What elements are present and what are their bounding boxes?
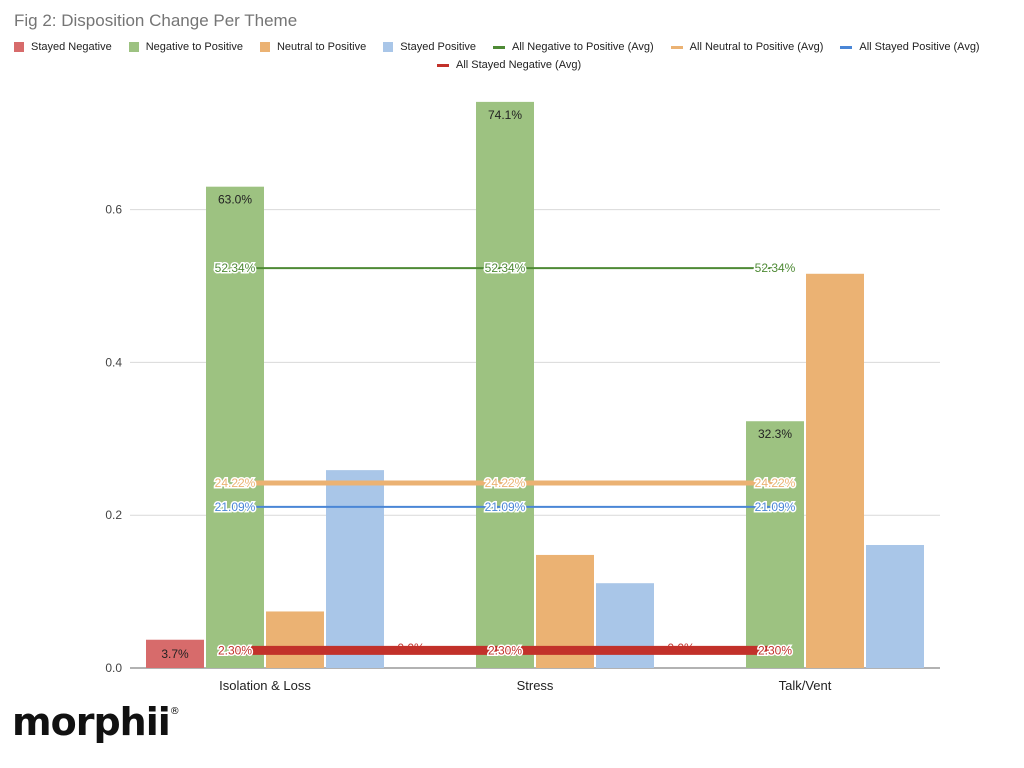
legend-swatch-stayed-negative [14, 42, 24, 52]
average-line-label: 2.30% [758, 643, 792, 657]
bar[interactable] [266, 611, 324, 668]
legend-swatch-avg-negative-to-positive [493, 45, 506, 49]
category-label: Stress [517, 678, 554, 693]
average-lines [235, 267, 775, 655]
average-line-label: 24.22% [215, 476, 256, 490]
bar-data-label: 32.3% [758, 427, 792, 441]
average-line-label: 52.34% [755, 261, 796, 275]
legend-label-stayed-positive: Stayed Positive [400, 41, 477, 53]
bar[interactable] [476, 101, 534, 669]
logo-text: morphii [12, 700, 171, 744]
y-tick-label: 0.4 [105, 355, 122, 369]
legend-swatch-avg-stayed-negative [437, 63, 449, 67]
average-line-label: 21.09% [485, 500, 526, 514]
y-tick-label: 0.0 [105, 661, 122, 675]
y-tick-label: 0.2 [105, 508, 122, 522]
bar-data-label: 63.0% [218, 193, 252, 207]
legend-item-neutral-to-positive[interactable]: Neutral to Positive [259, 41, 367, 53]
average-line-label: 21.09% [755, 500, 796, 514]
legend-item-stayed-positive[interactable]: Stayed Positive [383, 41, 476, 53]
legend-swatch-avg-stayed-positive [840, 45, 853, 49]
bar[interactable] [806, 273, 864, 668]
category-label: Talk/Vent [779, 678, 832, 693]
legend-label-negative-to-positive: Negative to Positive [145, 41, 243, 53]
legend: Stayed Negative Negative to Positive Neu… [0, 38, 1024, 74]
bar[interactable] [596, 583, 654, 668]
zero-data-label: 0.0% [667, 641, 695, 655]
legend-swatch-stayed-positive [383, 42, 394, 52]
legend-item-avg-neutral-to-positive[interactable]: All Neutral to Positive (Avg) [670, 41, 824, 53]
legend-label-avg-neutral-to-positive: All Neutral to Positive (Avg) [689, 41, 824, 53]
chart-title: Fig 2: Disposition Change Per Theme [14, 11, 298, 30]
morphii-logo: morphii® [12, 700, 180, 744]
legend-swatch-neutral-to-positive [259, 42, 270, 52]
y-axis: 0.0 0.2 0.4 0.6 [105, 203, 122, 675]
legend-item-avg-stayed-negative[interactable]: All Stayed Negative (Avg) [437, 59, 581, 71]
data-labels: 3.7% 63.0% 74.1% 32.3% 0.0% 0.0% 52.34% 52.34% 5… [161, 108, 797, 661]
bar[interactable] [866, 544, 924, 668]
legend-label-avg-negative-to-positive: All Negative to Positive (Avg) [512, 41, 654, 53]
bar-data-label: 3.7% [161, 647, 189, 661]
bar[interactable] [326, 470, 384, 668]
bars [146, 101, 924, 669]
legend-item-negative-to-positive[interactable]: Negative to Positive [128, 41, 243, 53]
average-line-label: 52.34% [215, 261, 256, 275]
average-line-label: 21.09% [215, 500, 256, 514]
legend-swatch-avg-neutral-to-positive [670, 45, 683, 49]
category-label: Isolation & Loss [219, 678, 311, 693]
average-line-label: 2.30% [488, 643, 522, 657]
average-line-label: 2.30% [218, 643, 252, 657]
average-line-label: 24.22% [485, 476, 526, 490]
y-tick-label: 0.6 [105, 203, 122, 217]
legend-label-stayed-negative: Stayed Negative [31, 41, 112, 53]
bar[interactable] [206, 186, 264, 668]
bar[interactable] [146, 639, 204, 668]
gridlines [130, 209, 940, 669]
legend-item-avg-negative-to-positive[interactable]: All Negative to Positive (Avg) [493, 41, 654, 53]
legend-item-avg-stayed-positive[interactable]: All Stayed Positive (Avg) [840, 41, 980, 53]
average-line-label: 52.34% [485, 261, 526, 275]
legend-item-stayed-negative[interactable]: Stayed Negative [14, 41, 112, 53]
legend-label-avg-stayed-positive: All Stayed Positive (Avg) [859, 41, 980, 53]
bar-chart: 0.0 0.2 0.4 0.6 3.7% 63.0% 74.1% 32.3% 0.0% 0.0%… [105, 101, 940, 693]
x-axis: Isolation & Loss Stress Talk/Vent [219, 678, 832, 693]
legend-swatch-negative-to-positive [128, 42, 139, 52]
bar[interactable] [746, 421, 804, 668]
logo-registered-mark: ® [169, 706, 180, 717]
zero-data-label: 0.0% [397, 641, 425, 655]
legend-row-1: Stayed Negative Negative to Positive Neu… [0, 38, 1024, 56]
legend-label-neutral-to-positive: Neutral to Positive [276, 41, 367, 53]
average-line-label: 24.22% [755, 476, 796, 490]
bar-data-label: 74.1% [488, 108, 522, 122]
legend-row-2: All Stayed Negative (Avg) [0, 56, 1024, 74]
legend-label-avg-stayed-negative: All Stayed Negative (Avg) [456, 59, 582, 71]
